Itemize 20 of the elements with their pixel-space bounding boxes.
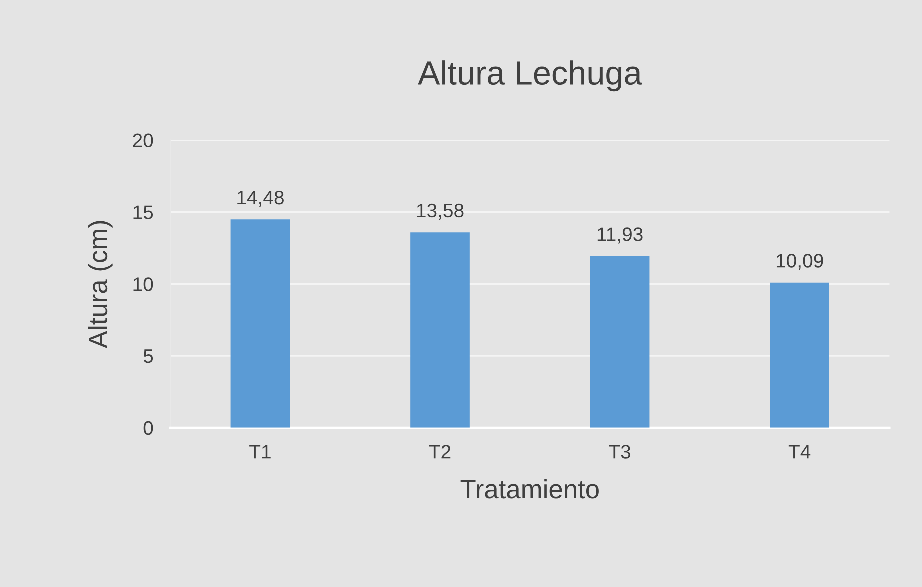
x-axis-title: Tratamiento (460, 479, 599, 499)
y-tick-label: 5 (144, 350, 154, 364)
bar (590, 256, 650, 428)
data-label: 13,58 (417, 204, 464, 220)
y-tick-label: 0 (144, 421, 154, 436)
data-label: 10,09 (776, 254, 824, 270)
bar (410, 232, 470, 428)
x-tick-label: T1 (250, 445, 271, 459)
y-tick-label: 20 (133, 134, 154, 148)
data-label: 14,48 (238, 190, 284, 208)
y-tick-label: 10 (134, 278, 154, 292)
x-tick-label: T2 (429, 445, 451, 459)
x-tick-label: T3 (609, 445, 631, 459)
data-label: 11,93 (598, 228, 643, 244)
y-tick-label: 15 (134, 206, 154, 220)
x-tick-label: T4 (788, 445, 811, 459)
y-axis-title: Altura (cm) (88, 221, 113, 349)
bar (230, 220, 290, 428)
chart-title: Altura Lechuga (418, 60, 642, 92)
bar (770, 282, 830, 428)
